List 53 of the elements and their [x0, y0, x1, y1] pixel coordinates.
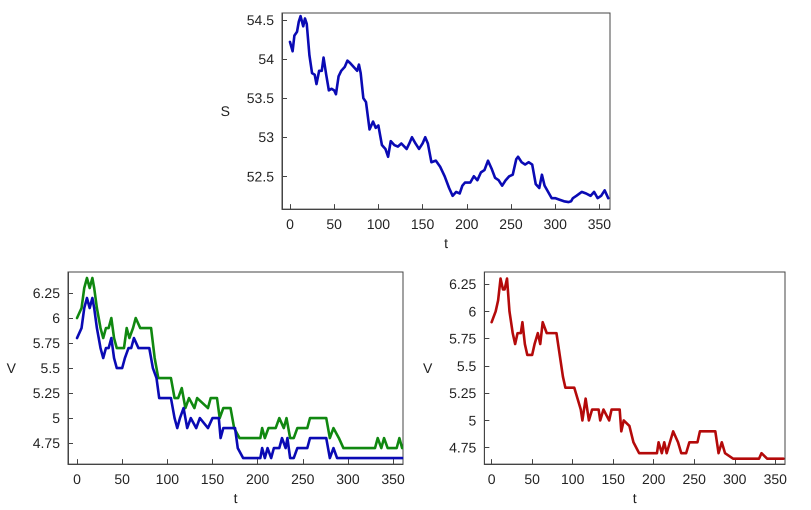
y-tick-label: 5.25	[32, 385, 60, 402]
line-series	[76, 296, 404, 460]
y-tick-label: 54.5	[246, 12, 274, 28]
y-tick-label: 6	[468, 303, 477, 320]
x-tick-label: 350	[588, 216, 612, 232]
x-tick-label: 300	[336, 471, 360, 488]
y-tick-label: 5.25	[449, 385, 477, 402]
x-tick-label: 300	[723, 471, 747, 488]
x-tick-label: 150	[200, 471, 224, 488]
x-tick-label: 250	[291, 471, 315, 488]
x-tick-label: 200	[642, 471, 666, 488]
x-tick-label: 100	[560, 471, 585, 488]
line-series	[490, 277, 785, 460]
y-tick-label: 5	[468, 412, 477, 428]
y-tick-label: 5.5	[40, 360, 60, 376]
x-tick-label: 350	[764, 471, 788, 488]
x-tick-label: 0	[488, 471, 496, 488]
y-tick-label: 6	[52, 310, 60, 326]
x-tick-label: 250	[682, 471, 706, 488]
x-tick-label: 300	[544, 216, 568, 232]
y-tick-label: 4.75	[32, 435, 60, 452]
x-tick-label: 250	[499, 216, 523, 232]
y-tick-label: 5.75	[449, 330, 477, 347]
x-tick-label: 0	[286, 216, 294, 232]
y-tick-label: 52.5	[246, 168, 274, 184]
y-tick-label: 53.5	[246, 90, 274, 106]
x-axis-title: t	[444, 235, 448, 251]
line-series	[76, 276, 404, 450]
y-axis-title: V	[6, 360, 17, 376]
x-axis-title: t	[632, 490, 637, 506]
y-tick-label: 4.75	[449, 440, 477, 456]
x-tick-label: 150	[602, 471, 626, 488]
x-tick-label: 50	[326, 216, 342, 232]
x-tick-label: 0	[73, 471, 82, 488]
x-tick-label: 200	[455, 216, 479, 232]
y-axis-title: S	[220, 103, 230, 120]
x-tick-label: 100	[156, 471, 180, 488]
y-tick-label: 53	[258, 129, 274, 146]
x-tick-label: 200	[246, 471, 270, 488]
y-axis-title: V	[422, 360, 433, 376]
y-tick-label: 54	[258, 51, 274, 68]
x-tick-label: 350	[381, 471, 405, 488]
x-axis-title: t	[234, 490, 238, 506]
y-tick-label: 5.5	[456, 358, 477, 374]
y-tick-label: 6.25	[32, 285, 60, 302]
x-tick-label: 150	[410, 216, 434, 232]
y-tick-label: 5.75	[32, 335, 60, 352]
y-tick-label: 6.25	[449, 276, 477, 292]
x-tick-label: 100	[366, 216, 390, 232]
x-tick-label: 50	[524, 471, 540, 488]
line-series	[288, 14, 610, 204]
x-tick-label: 50	[114, 471, 130, 488]
y-tick-label: 5	[52, 410, 60, 426]
